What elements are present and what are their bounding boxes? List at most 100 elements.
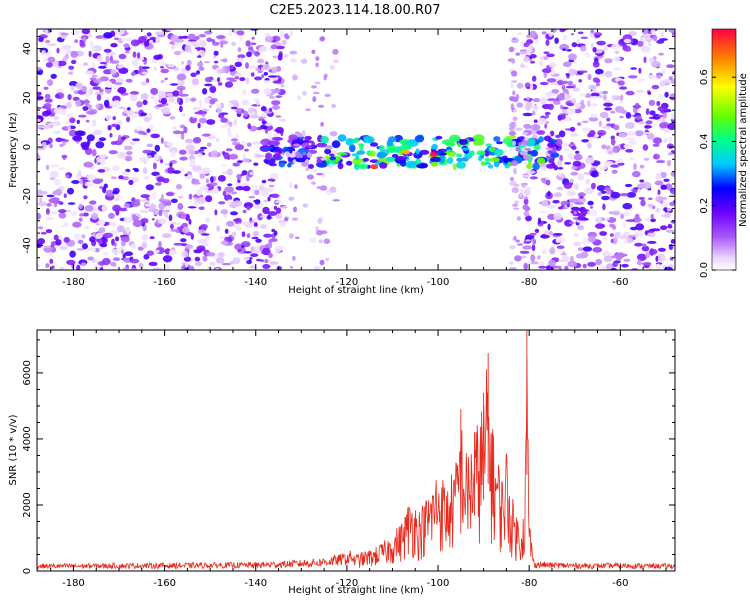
heatmap-noise-cell (125, 168, 131, 173)
heatmap-noise-cell (110, 230, 120, 235)
heatmap-noise-cell (217, 77, 221, 83)
heatmap-noise-cell (596, 40, 606, 46)
heatmap-noise-cell (611, 169, 618, 174)
heatmap-noise-cell (548, 259, 556, 267)
heatmap-noise-cell (160, 65, 164, 69)
heatmap-noise-cell (110, 141, 117, 145)
heatmap-signal-cell (550, 152, 560, 158)
heatmap-noise-cell (99, 178, 104, 183)
heatmap-signal-cell (496, 141, 503, 145)
snr-y-axis-label: SNR (10 * v/v) (8, 414, 19, 485)
heatmap-noise-cell (645, 108, 650, 115)
heatmap-signal-cell (485, 143, 492, 147)
heatmap-noise-cell (635, 90, 645, 93)
heatmap-noise-cell (146, 128, 151, 133)
heatmap-noise-cell (319, 259, 325, 266)
heatmap-signal-cell (405, 160, 417, 168)
heatmap-noise-cell (48, 122, 57, 126)
heatmap-noise-cell (70, 30, 80, 35)
heatmap-noise-cell (224, 228, 229, 234)
figure-title: C2E5.2023.114.18.00.R07 (269, 3, 440, 18)
heatmap-noise-cell (105, 189, 115, 197)
heatmap-x-tick-label: -180 (62, 277, 85, 288)
heatmap-noise-cell (560, 252, 567, 256)
heatmap-noise-cell (523, 196, 529, 200)
heatmap-noise-cell (253, 162, 259, 166)
heatmap-noise-cell (192, 165, 203, 172)
heatmap-noise-cell (556, 159, 563, 166)
heatmap-noise-cell (522, 174, 531, 178)
heatmap-noise-cell (529, 176, 538, 180)
heatmap-noise-cell (233, 118, 238, 126)
heatmap-signal-cell (265, 152, 273, 161)
heatmap-noise-cell (270, 44, 278, 50)
heatmap-noise-cell (158, 218, 167, 225)
heatmap-signal-cell (391, 154, 399, 158)
heatmap-noise-cell (59, 245, 68, 251)
heatmap-noise-cell (595, 78, 601, 84)
heatmap-noise-cell (102, 251, 109, 256)
heatmap-noise-cell (587, 142, 592, 149)
heatmap-noise-cell (548, 230, 554, 236)
heatmap-noise-cell (215, 257, 225, 264)
heatmap-noise-cell (71, 59, 77, 65)
heatmap-noise-cell (567, 102, 575, 107)
heatmap-noise-cell (164, 77, 168, 81)
heatmap-noise-cell (213, 50, 219, 56)
heatmap-noise-cell (246, 51, 252, 58)
heatmap-noise-cell (151, 191, 157, 199)
heatmap-noise-cell (142, 99, 148, 106)
heatmap-signal-cell (400, 144, 412, 151)
heatmap-noise-cell (564, 162, 572, 165)
colorbar-tick-label: 0.0 (699, 262, 710, 278)
heatmap-noise-cell (195, 70, 201, 75)
heatmap-noise-cell (538, 265, 547, 269)
heatmap-noise-cell (271, 228, 276, 233)
heatmap-noise-cell (241, 101, 250, 106)
heatmap-noise-cell (641, 262, 652, 266)
heatmap-noise-cell (145, 78, 150, 84)
heatmap-noise-cell (84, 205, 94, 212)
heatmap-noise-cell (92, 129, 103, 136)
heatmap-noise-cell (215, 137, 220, 143)
heatmap-noise-cell (624, 183, 633, 188)
heatmap-noise-cell (614, 232, 621, 239)
heatmap-noise-cell (556, 77, 564, 82)
heatmap-noise-cell (224, 81, 234, 88)
heatmap-noise-cell (579, 93, 587, 97)
heatmap-noise-cell (103, 99, 110, 108)
heatmap-noise-cell (256, 258, 262, 262)
heatmap-noise-cell (101, 258, 111, 266)
heatmap-noise-cell (148, 261, 158, 267)
heatmap-signal-cell (304, 135, 312, 141)
heatmap-noise-cell (204, 30, 213, 35)
heatmap-noise-cell (37, 226, 44, 230)
heatmap-noise-cell (112, 116, 116, 121)
heatmap-noise-cell (619, 86, 628, 90)
heatmap-noise-cell (267, 241, 273, 248)
heatmap-noise-cell (254, 51, 260, 57)
heatmap-noise-cell (172, 130, 182, 135)
heatmap-noise-cell (313, 169, 317, 173)
heatmap-noise-cell (522, 112, 533, 117)
heatmap-noise-cell (577, 196, 586, 204)
heatmap-noise-cell (544, 111, 551, 115)
heatmap-noise-cell (645, 33, 652, 37)
heatmap-noise-cell (103, 48, 112, 53)
heatmap-noise-cell (129, 94, 138, 102)
heatmap-noise-cell (200, 224, 209, 229)
heatmap-noise-cell (176, 97, 181, 104)
heatmap-noise-cell (180, 238, 187, 243)
heatmap-noise-cell (534, 39, 540, 45)
heatmap-noise-cell (215, 267, 220, 270)
heatmap-noise-cell (647, 91, 652, 95)
heatmap-noise-cell (311, 49, 316, 55)
heatmap-peak (429, 151, 438, 157)
heatmap-noise-cell (647, 240, 657, 244)
heatmap-noise-cell (144, 40, 150, 47)
heatmap-noise-cell (189, 159, 196, 166)
heatmap-noise-cell (114, 100, 121, 106)
heatmap-noise-cell (243, 202, 254, 209)
heatmap-noise-cell (587, 261, 596, 267)
heatmap-noise-cell (626, 192, 637, 198)
